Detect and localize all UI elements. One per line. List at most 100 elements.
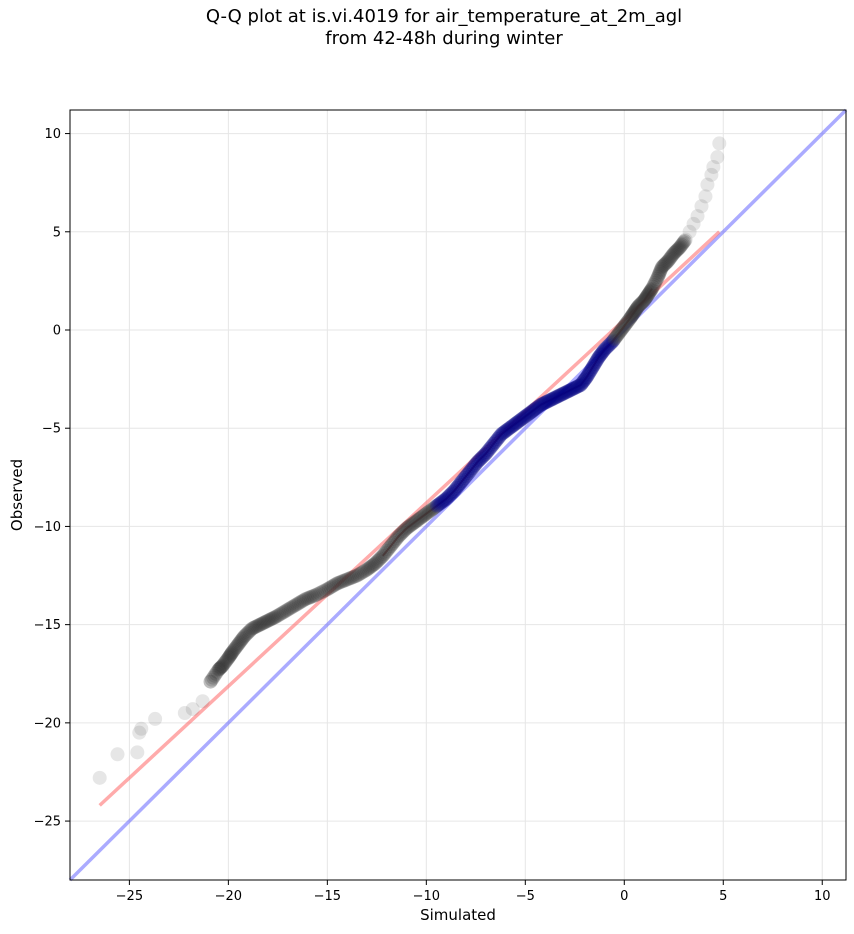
quantile-point [343, 571, 358, 586]
quantile-point [383, 539, 398, 554]
y-tick-label: 0 [53, 324, 61, 339]
quantile-point [333, 575, 348, 590]
quantile-point [633, 297, 648, 312]
quantile-point [614, 323, 629, 337]
quantile-point [637, 293, 652, 308]
quantile-point [652, 266, 667, 281]
quantile-point [616, 320, 631, 335]
quantile-point [528, 401, 543, 416]
quantile-point [647, 275, 662, 290]
quantile-points [92, 136, 727, 785]
quantile-point [578, 371, 593, 386]
quantile-point [478, 446, 493, 461]
quantile-point [388, 532, 403, 547]
quantile-point [598, 341, 613, 356]
quantile-point [224, 647, 239, 662]
quantile-point [658, 256, 673, 271]
quantile-point [575, 375, 590, 390]
quantile-point [523, 405, 538, 420]
quantile-point [177, 706, 192, 721]
quantile-point [468, 457, 483, 472]
quantile-point [625, 308, 640, 323]
quantile-point [507, 417, 522, 432]
quantile-point [481, 443, 496, 458]
quantile-point [654, 260, 669, 275]
quantile-point [148, 711, 163, 726]
quantile-point [621, 313, 636, 328]
quantile-point [555, 387, 570, 402]
quantile-point [668, 244, 683, 259]
quantile-point [649, 271, 664, 286]
quantile-point [594, 346, 609, 361]
quantile-point [610, 328, 625, 343]
quantile-point [604, 336, 619, 351]
quantile-point [506, 418, 521, 433]
quantile-point [249, 619, 264, 634]
quantile-point [444, 486, 459, 501]
quantile-point [712, 136, 727, 151]
quantile-point [221, 651, 236, 666]
quantile-point [690, 209, 705, 224]
quantile-point [648, 273, 663, 288]
quantile-point [237, 629, 252, 644]
x-tick-label: −25 [116, 889, 143, 904]
quantile-point [266, 611, 281, 626]
quantile-point [234, 633, 249, 648]
quantile-point [390, 530, 405, 545]
quantile-point [400, 520, 415, 535]
quantile-point [513, 413, 528, 428]
quantile-point [519, 408, 534, 423]
quantile-point [238, 628, 253, 643]
quantile-point [394, 526, 409, 541]
quantile-point [275, 605, 290, 620]
quantile-point [259, 614, 274, 629]
quantile-point [596, 343, 611, 358]
quantile-point [551, 389, 566, 404]
quantile-point [522, 406, 537, 421]
quantile-point [215, 658, 230, 673]
quantile-point [251, 618, 266, 633]
quantile-point [262, 613, 277, 628]
quantile-point [314, 585, 329, 600]
quantile-point [246, 620, 261, 635]
quantile-point [458, 469, 473, 484]
quantile-point [586, 358, 601, 373]
quantile-point [353, 566, 368, 581]
quantile-point [424, 502, 439, 517]
quantile-point [253, 617, 268, 632]
quantile-point [290, 597, 305, 612]
quantile-point [217, 656, 232, 671]
quantile-point [296, 593, 311, 608]
quantile-point [643, 283, 658, 298]
quantile-point [254, 616, 269, 631]
quantile-point [263, 612, 278, 627]
axis-ticks: −25 −20 −15 −10 −5 0 5 10 10 5 0 −5 −10 −15 −20 −25 [34, 127, 831, 904]
quantile-point [567, 381, 582, 396]
quantile-point [226, 643, 241, 658]
quantile-point [632, 298, 647, 313]
quantile-point [224, 646, 239, 661]
quantile-point [490, 432, 505, 447]
y-tick-label: −15 [34, 618, 61, 633]
quantile-point [399, 521, 414, 536]
quantile-point [465, 461, 480, 476]
quantile-point [518, 409, 533, 424]
quantile-point [664, 249, 679, 264]
quantile-point [591, 350, 606, 365]
quantile-point [460, 467, 475, 482]
quantile-point [213, 660, 228, 675]
quantile-point [669, 243, 684, 258]
quantile-point [225, 645, 240, 660]
quantile-point [453, 475, 468, 490]
quantile-point [345, 570, 360, 585]
quantile-point [593, 347, 608, 362]
quantile-point [667, 245, 682, 260]
quantile-point [511, 414, 526, 429]
quantile-point [524, 404, 539, 419]
quantile-point [480, 445, 495, 460]
quantile-point [378, 545, 393, 560]
quantile-point [542, 393, 557, 408]
quantile-point [600, 340, 615, 355]
quantile-point [576, 374, 591, 389]
quantile-point [456, 472, 471, 487]
